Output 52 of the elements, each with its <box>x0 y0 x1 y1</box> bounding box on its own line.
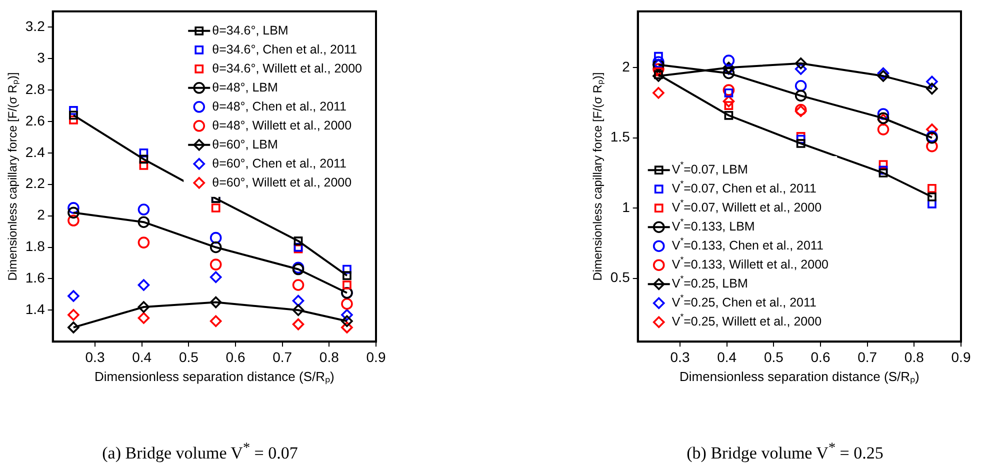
y-tick-label: 3.2 <box>25 18 46 34</box>
y-tick-label: 1.5 <box>610 128 630 145</box>
x-tick-label: 0.8 <box>319 348 340 365</box>
legend-label: V*=0.25, LBM <box>672 274 748 291</box>
legend-label: θ=60°, Chen et al., 2011 <box>212 156 347 170</box>
legend-label: θ=60°, LBM <box>212 137 278 152</box>
legend-label: V*=0.133, Chen et al., 2011 <box>672 236 824 253</box>
x-tick-label: 0.4 <box>132 348 152 365</box>
x-tick-label: 0.3 <box>670 348 690 365</box>
legend-label: V*=0.07, Willett et al., 2000 <box>672 198 822 215</box>
y-tick-label: 2.4 <box>25 144 46 160</box>
x-tick-label: 0.6 <box>226 348 246 365</box>
x-tick-label: 0.4 <box>717 348 737 365</box>
legend-label: V*=0.07, LBM <box>672 160 748 177</box>
legend-label: V*=0.133, Willett et al., 2000 <box>672 254 829 272</box>
y-axis-title: Dimensionless capillary force [F/(σ Rₚ)] <box>590 72 605 281</box>
legend-label: θ=48°, LBM <box>212 80 278 94</box>
y-tick-label: 3 <box>37 49 46 66</box>
x-tick-label: 0.9 <box>951 348 971 365</box>
y-tick-label: 1.6 <box>25 270 46 286</box>
x-tick-label: 0.8 <box>904 348 924 365</box>
legend-label: θ=34.6°, Chen et al., 2011 <box>212 42 357 56</box>
legend-label: θ=34.6°, Willett et al., 2000 <box>212 61 362 76</box>
x-tick-label: 0.7 <box>858 348 878 365</box>
legend-label: θ=60°, Willett et al., 2000 <box>212 175 352 190</box>
y-tick-label: 2.6 <box>25 112 46 128</box>
x-tick-label: 0.3 <box>85 348 105 365</box>
y-axis-title: Dimensionless capillary force [F/(σ Rₚ)] <box>6 72 20 281</box>
y-tick-label: 2.8 <box>25 80 46 97</box>
x-tick-label: 0.5 <box>764 348 784 365</box>
legend-label: V*=0.25, Chen et al., 2011 <box>672 292 817 310</box>
x-axis-title: Dimensionless separation distance (S/Rₚ) <box>680 368 920 385</box>
y-tick-label: 1.4 <box>25 301 46 318</box>
y-tick-label: 0.5 <box>610 269 630 286</box>
text: (b) Bridge volume V$^{*}$ = 0.25 <box>686 440 884 464</box>
legend-label: V*=0.133, LBM <box>672 216 755 234</box>
x-axis-title: Dimensionless separation distance (S/Rₚ) <box>94 368 334 385</box>
x-tick-label: 0.9 <box>366 348 386 365</box>
text: (a) Bridge volume V$^{*}$ = 0.07 <box>101 440 299 464</box>
x-tick-label: 0.6 <box>810 348 830 365</box>
x-tick-label: 0.5 <box>178 348 199 365</box>
y-tick-label: 2 <box>37 206 46 223</box>
legend-label: θ=48°, Chen et al., 2011 <box>212 99 347 114</box>
legend-label: V*=0.25, Willett et al., 2000 <box>672 312 822 329</box>
y-tick-label: 1.8 <box>25 238 46 254</box>
legend-label: V*=0.07, Chen et al., 2011 <box>672 178 817 196</box>
y-tick-label: 1 <box>622 198 630 215</box>
y-tick-label: 2.2 <box>25 175 46 192</box>
x-tick-label: 0.7 <box>272 348 292 365</box>
legend-label: θ=48°, Willett et al., 2000 <box>212 118 352 132</box>
y-tick-label: 2 <box>622 58 630 74</box>
legend-label: θ=34.6°, LBM <box>212 23 288 38</box>
